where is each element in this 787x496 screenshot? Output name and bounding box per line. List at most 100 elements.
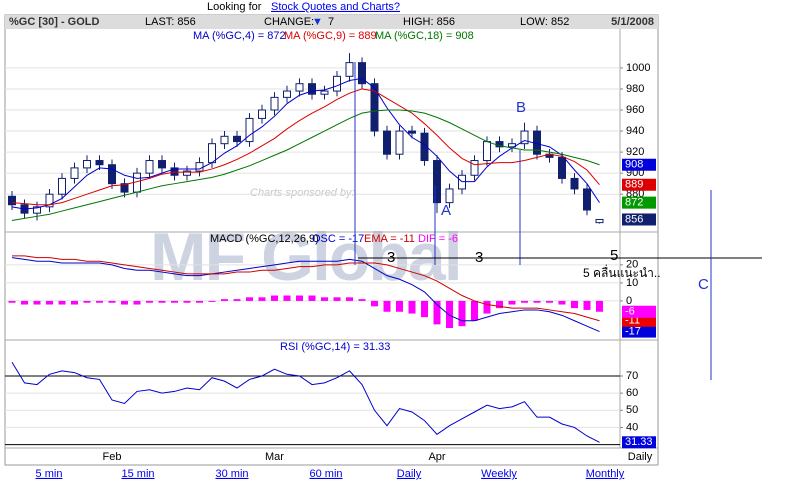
histogram-bar: [483, 300, 491, 314]
histogram-bar: [108, 300, 116, 303]
candle-body: [45, 193, 54, 208]
histogram-bar: [546, 300, 553, 303]
header-bar: [5, 15, 658, 29]
period-link[interactable]: Daily: [397, 468, 422, 480]
candle-body: [595, 218, 604, 224]
top-link[interactable]: Stock Quotes and Charts?: [271, 1, 400, 13]
candle-body: [245, 117, 254, 143]
histogram-bar: [83, 300, 91, 303]
histogram-bar: [408, 300, 416, 314]
date: 5/1/2008: [611, 16, 654, 28]
period-link[interactable]: 30 min: [215, 468, 248, 480]
value-badge: [622, 196, 656, 209]
candle-body: [120, 183, 129, 193]
period-link[interactable]: 5 min: [36, 468, 63, 480]
sponsor-logo: MF Global: [150, 219, 461, 295]
y-tick-label: 960: [626, 104, 644, 116]
period-link[interactable]: 15 min: [121, 468, 154, 480]
histogram-bar: [146, 300, 153, 303]
candle-body: [33, 206, 41, 214]
candle-body: [445, 188, 454, 204]
x-tick-label: Apr: [428, 451, 445, 463]
legend-entry: EMA = -11: [364, 233, 415, 245]
period-link[interactable]: Monthly: [586, 468, 625, 480]
histogram-bar: [421, 300, 428, 318]
candle-body: [295, 83, 304, 92]
histogram-bar: [358, 299, 366, 301]
line-series: [11, 257, 600, 333]
histogram-bar: [171, 300, 178, 303]
line-series: [11, 109, 600, 222]
candle-body: [520, 130, 529, 145]
candle-body: [358, 62, 366, 85]
histogram-bar: [558, 300, 566, 305]
period-link[interactable]: Weekly: [481, 468, 517, 480]
value-badge-label: 872: [625, 197, 643, 209]
histogram-bar: [383, 300, 391, 312]
candle-body: [70, 167, 79, 179]
annotation-note: 5 คลื่นแนะนำ..: [583, 264, 661, 280]
value-badge-label: -17: [625, 325, 641, 337]
candle-body: [583, 188, 591, 211]
histogram-bar: [371, 300, 378, 307]
candle-body: [283, 90, 291, 98]
annotation-3: 3: [475, 249, 483, 266]
candle-body: [345, 62, 354, 77]
legend-entry: MA (%GC,4) = 872: [193, 30, 286, 42]
candle-body: [433, 160, 441, 204]
legend-entry: MA (%GC,9) = 889: [284, 30, 377, 42]
candle-body: [233, 135, 241, 143]
histogram-bar: [433, 300, 441, 325]
top-prompt: Looking for: [207, 1, 262, 13]
histogram-bar: [158, 300, 166, 303]
candle-body: [420, 132, 429, 162]
x-tick-label: Feb: [103, 451, 122, 463]
candle-body: [195, 162, 204, 172]
candle-body: [145, 160, 154, 174]
candle-body: [408, 130, 416, 134]
value-badge: [622, 158, 656, 171]
histogram-bar: [521, 300, 528, 303]
histogram-bar: [58, 300, 66, 305]
histogram-bar: [121, 300, 128, 305]
histogram-bar: [446, 300, 453, 328]
histogram-bar: [33, 300, 41, 305]
annotation-c: C: [698, 276, 709, 293]
change-value: 7: [328, 16, 334, 28]
histogram-bar: [533, 300, 541, 303]
y-tick-label: 50: [626, 404, 638, 416]
line-series: [12, 255, 600, 322]
macd-title: MACD (%GC,12,26,9): [210, 233, 319, 245]
histogram-bar: [346, 297, 353, 301]
candle-body: [383, 130, 391, 155]
candle-body: [158, 160, 166, 169]
candle-body: [170, 167, 179, 176]
y-tick-label: 1000: [626, 62, 650, 74]
candle-body: [8, 195, 16, 206]
chart-frame: [4, 14, 659, 466]
legend-entry: DIF = -6: [418, 233, 458, 245]
histogram-bar: [96, 300, 103, 303]
legend-entry: MA (%GC,18) = 908: [375, 30, 474, 42]
histogram-bar: [508, 300, 516, 305]
candle-body: [220, 135, 229, 145]
high: HIGH: 856: [403, 16, 455, 28]
histogram-bar: [8, 300, 16, 303]
legend-entry: OSC = -17: [312, 233, 364, 245]
last: LAST: 856: [145, 16, 196, 28]
value-badge-label: 889: [625, 179, 643, 191]
value-badge: [622, 213, 656, 226]
candle-body: [270, 96, 279, 111]
candle-body: [333, 75, 341, 92]
histogram-bar: [321, 297, 328, 301]
histogram-bar: [308, 295, 316, 301]
value-badge: [622, 314, 656, 327]
period-link[interactable]: 60 min: [309, 468, 342, 480]
symbol: %GC [30] - GOLD: [9, 16, 100, 28]
value-badge: [622, 436, 656, 449]
histogram-bar: [21, 300, 28, 305]
histogram-bar: [333, 297, 341, 301]
histogram-bar: [496, 300, 503, 309]
